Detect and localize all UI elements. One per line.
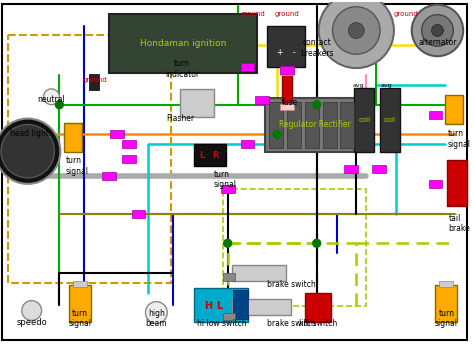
- Bar: [240, 63, 255, 71]
- Text: ground: ground: [241, 11, 266, 17]
- Bar: [305, 293, 330, 322]
- Circle shape: [224, 239, 232, 247]
- Circle shape: [1, 125, 55, 178]
- Circle shape: [146, 302, 167, 323]
- Bar: [436, 285, 457, 322]
- Text: coil: coil: [358, 117, 370, 122]
- Bar: [447, 160, 467, 206]
- Text: neutral: neutral: [37, 95, 65, 104]
- Text: +    -: + -: [277, 48, 295, 57]
- Bar: [132, 209, 146, 217]
- Text: kill switch: kill switch: [299, 319, 337, 329]
- Bar: [355, 88, 374, 152]
- Bar: [89, 74, 99, 90]
- Bar: [232, 299, 291, 314]
- Bar: [269, 102, 283, 148]
- Text: contact
breakers: contact breakers: [300, 39, 333, 58]
- Bar: [287, 102, 301, 148]
- Bar: [380, 88, 400, 152]
- Text: H: H: [204, 301, 212, 311]
- Circle shape: [333, 7, 380, 54]
- Circle shape: [22, 301, 42, 321]
- Text: turn
signal: turn signal: [65, 156, 88, 175]
- Bar: [439, 281, 453, 287]
- Text: L: L: [199, 151, 204, 160]
- Circle shape: [172, 37, 192, 57]
- Text: fuse: fuse: [282, 98, 298, 107]
- Bar: [194, 288, 248, 322]
- Circle shape: [44, 89, 59, 105]
- Bar: [280, 66, 294, 74]
- Text: R: R: [212, 151, 219, 160]
- Bar: [223, 313, 235, 321]
- Bar: [110, 130, 124, 138]
- Bar: [102, 172, 116, 180]
- Circle shape: [348, 23, 364, 39]
- Text: high
beam: high beam: [146, 309, 167, 329]
- Bar: [340, 102, 355, 148]
- Text: turn
signal: turn signal: [447, 129, 470, 149]
- Bar: [233, 290, 248, 320]
- Bar: [255, 96, 269, 104]
- Text: Flasher: Flasher: [166, 114, 194, 122]
- Circle shape: [55, 101, 64, 109]
- Text: turn
signal: turn signal: [435, 309, 458, 329]
- Bar: [323, 102, 337, 148]
- Bar: [109, 14, 257, 73]
- Text: Hondaman ignition: Hondaman ignition: [140, 39, 226, 48]
- Bar: [180, 89, 214, 117]
- Bar: [221, 185, 235, 193]
- Text: brake switch: brake switch: [267, 319, 316, 329]
- Text: turn
indicator: turn indicator: [165, 59, 199, 78]
- Circle shape: [313, 101, 321, 109]
- Bar: [240, 140, 255, 148]
- Circle shape: [0, 119, 60, 184]
- Circle shape: [273, 130, 281, 138]
- Bar: [194, 144, 226, 166]
- Text: ground: ground: [274, 11, 300, 17]
- Text: alternator: alternator: [418, 39, 457, 47]
- Bar: [280, 69, 294, 75]
- Bar: [267, 25, 305, 67]
- Circle shape: [431, 24, 443, 36]
- Bar: [428, 111, 442, 119]
- Bar: [446, 95, 463, 125]
- Bar: [122, 155, 136, 163]
- Text: tail
brake: tail brake: [448, 214, 470, 233]
- Text: head light: head light: [10, 129, 49, 138]
- Circle shape: [421, 15, 453, 46]
- Bar: [345, 165, 358, 173]
- Bar: [305, 102, 319, 148]
- Text: avg: avg: [380, 83, 392, 88]
- Bar: [372, 165, 386, 173]
- Bar: [73, 281, 87, 287]
- Bar: [428, 180, 442, 188]
- Text: Regulator Rectifier: Regulator Rectifier: [279, 120, 351, 129]
- Bar: [223, 273, 235, 281]
- Bar: [232, 265, 286, 281]
- Text: coil: coil: [384, 117, 396, 122]
- Bar: [282, 72, 292, 107]
- Text: turn
signal: turn signal: [69, 309, 91, 329]
- Text: ground: ground: [82, 77, 108, 83]
- Text: avg: avg: [353, 83, 364, 88]
- Bar: [265, 98, 364, 152]
- Circle shape: [313, 239, 321, 247]
- Bar: [122, 140, 136, 148]
- Bar: [280, 104, 294, 110]
- Text: L: L: [217, 301, 223, 311]
- Circle shape: [319, 0, 394, 68]
- Text: ground: ground: [393, 11, 418, 17]
- Circle shape: [412, 5, 463, 56]
- Text: turn
signal: turn signal: [214, 170, 237, 190]
- Bar: [69, 285, 91, 322]
- Text: hi low switch: hi low switch: [197, 319, 246, 329]
- Text: brake switch: brake switch: [267, 280, 316, 289]
- Text: speedo: speedo: [16, 319, 47, 327]
- Bar: [64, 122, 82, 152]
